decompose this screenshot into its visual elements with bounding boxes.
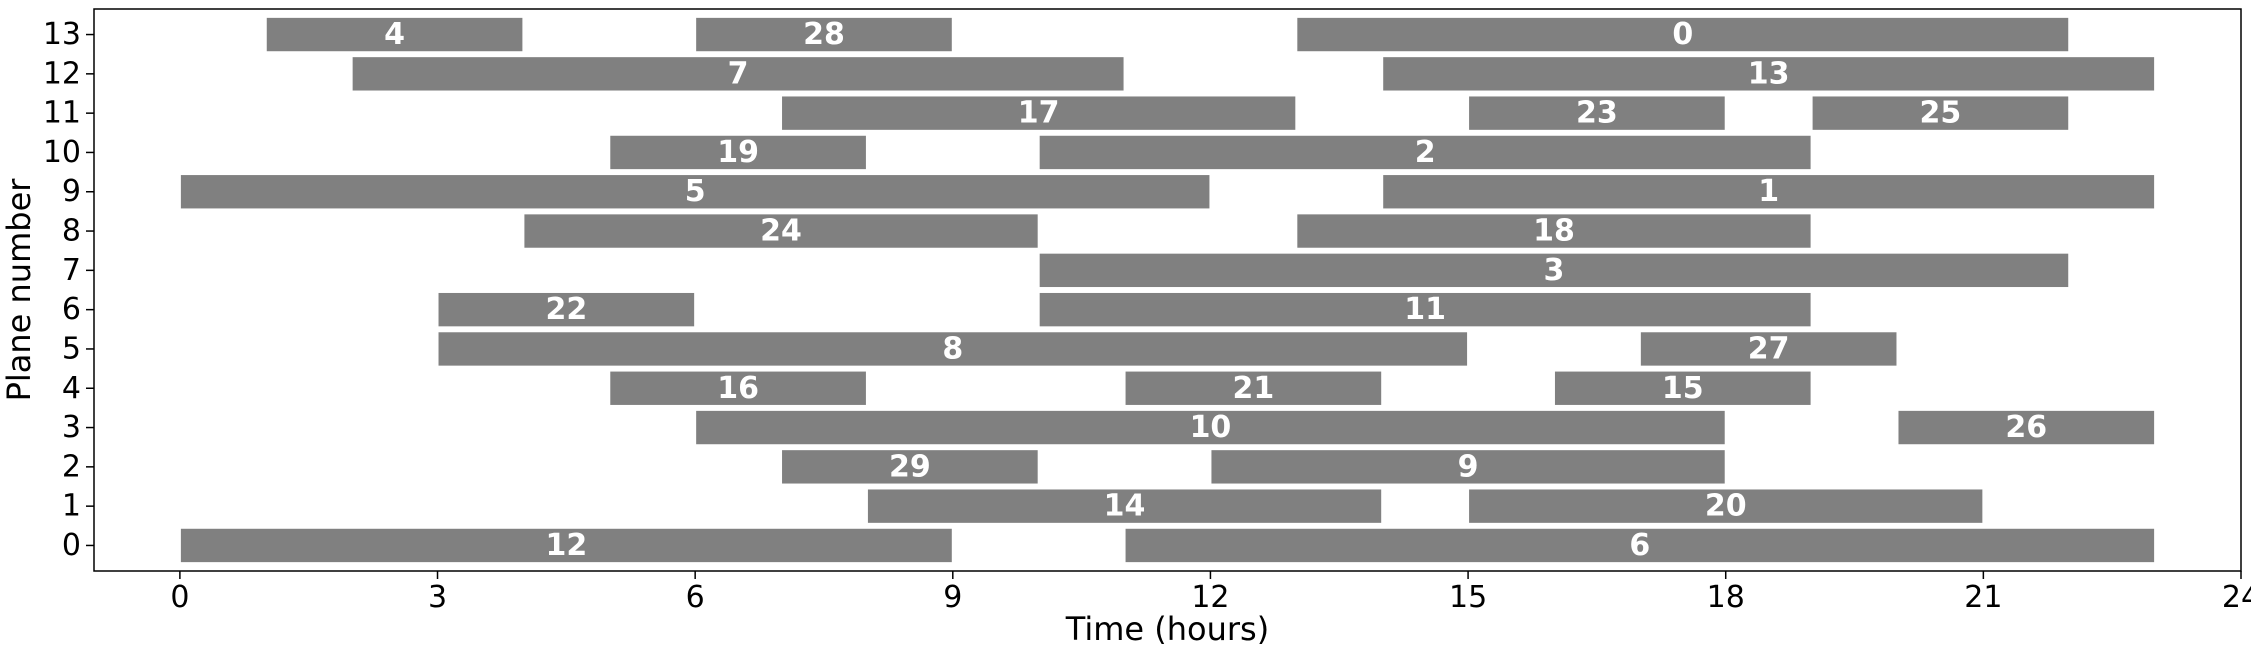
gantt-bar-label: 12 [545, 528, 587, 563]
y-tick-label: 7 [62, 253, 81, 288]
gantt-bar-label: 18 [1533, 214, 1575, 249]
gantt-bar-label: 10 [1190, 410, 1232, 445]
gantt-bar-label: 6 [1629, 528, 1650, 563]
gantt-bar [1037, 251, 2071, 290]
y-tick-label: 12 [43, 56, 81, 91]
gantt-bar [608, 369, 868, 407]
y-tick-label: 4 [62, 371, 81, 406]
gantt-bar [1123, 369, 1384, 407]
x-tick-label: 6 [686, 580, 705, 615]
y-tick-label: 6 [62, 292, 81, 327]
gantt-bar-label: 1 [1758, 174, 1779, 209]
y-tick-label: 1 [62, 489, 81, 524]
x-tick-label: 0 [170, 580, 189, 615]
y-tick-label: 2 [62, 449, 81, 484]
gantt-bar-label: 20 [1705, 489, 1747, 524]
y-tick-label: 10 [43, 135, 81, 170]
gantt-bar [178, 526, 954, 565]
x-axis-label: Time (hours) [1065, 610, 1269, 648]
x-tick-label: 3 [428, 580, 447, 615]
gantt-bar-label: 27 [1748, 331, 1790, 366]
y-tick-label: 8 [62, 214, 81, 249]
gantt-bar [350, 55, 1126, 93]
gantt-bar [1638, 330, 1899, 368]
plot-area-frame [93, 8, 2242, 572]
gantt-bar-label: 14 [1104, 489, 1146, 524]
gantt-bar [264, 15, 525, 54]
gantt-bar-label: 9 [1458, 449, 1479, 484]
x-tick-label: 12 [1191, 580, 1229, 615]
gantt-bar [1295, 212, 1813, 250]
y-tick-label: 3 [62, 410, 81, 445]
gantt-bar [865, 487, 1384, 525]
gantt-bar [1381, 173, 2157, 211]
gantt-bar [1552, 369, 1813, 407]
gantt-bar [1037, 290, 1813, 329]
bars-layer [178, 15, 2157, 565]
gantt-bar [1467, 487, 1985, 525]
y-tick-label: 0 [62, 528, 81, 563]
gantt-bar [1123, 526, 2157, 565]
gantt-bar [608, 133, 868, 172]
y-tick-label: 5 [62, 331, 81, 366]
gantt-bar [1467, 94, 1727, 132]
gantt-bar-label: 7 [728, 56, 749, 91]
gantt-bar-label: 15 [1662, 371, 1704, 406]
gantt-bar [694, 408, 1727, 447]
gantt-bar [1295, 15, 2071, 54]
gantt-bar [436, 290, 697, 329]
gantt-bar-label: 19 [717, 135, 759, 170]
gantt-bar [780, 94, 1298, 132]
y-tick-label: 11 [43, 96, 81, 131]
x-tick-label: 21 [1964, 580, 2002, 615]
x-axis-ticks: 0 3 6 9 12 15 18 21 24 [170, 571, 2251, 615]
y-tick-label: 9 [62, 174, 81, 209]
gantt-bar [694, 15, 954, 54]
x-tick-label: 9 [943, 580, 962, 615]
gantt-bar-label: 0 [1672, 17, 1693, 52]
gantt-bar-label: 4 [384, 17, 405, 52]
x-tick-label: 18 [1707, 580, 1745, 615]
gantt-bar [522, 212, 1040, 250]
gantt-bar [1037, 133, 1813, 172]
gantt-bar-label: 16 [717, 371, 759, 406]
gantt-bar-label: 8 [942, 331, 963, 366]
x-tick-label: 15 [1449, 580, 1487, 615]
gantt-bar-label: 13 [1748, 56, 1790, 91]
gantt-bar [780, 448, 1040, 486]
gantt-bar [1381, 55, 2157, 93]
gantt-bar [436, 330, 1470, 368]
gantt-bar [178, 173, 1212, 211]
gantt-bar-label: 21 [1233, 371, 1275, 406]
x-tick-label: 24 [2222, 580, 2251, 615]
gantt-bar-label: 29 [889, 449, 931, 484]
gantt-bar-label: 26 [2005, 410, 2047, 445]
gantt-bar [1209, 448, 1727, 486]
gantt-bar-label: 11 [1404, 292, 1446, 327]
gantt-bar-label: 28 [803, 17, 845, 52]
gantt-bar-label: 5 [685, 174, 706, 209]
y-axis-label: Plane number [0, 178, 38, 402]
gantt-bar-label: 25 [1920, 96, 1962, 131]
gantt-bar-label: 2 [1415, 135, 1436, 170]
gantt-bar [1896, 408, 2157, 447]
gantt-bar-label: 3 [1544, 253, 1565, 288]
gantt-bar-label: 24 [760, 214, 802, 249]
gantt-bar-label: 22 [545, 292, 587, 327]
gantt-bar-label: 17 [1018, 96, 1060, 131]
gantt-bar-label: 23 [1576, 96, 1618, 131]
y-tick-label: 13 [43, 17, 81, 52]
gantt-bar [1810, 94, 2071, 132]
